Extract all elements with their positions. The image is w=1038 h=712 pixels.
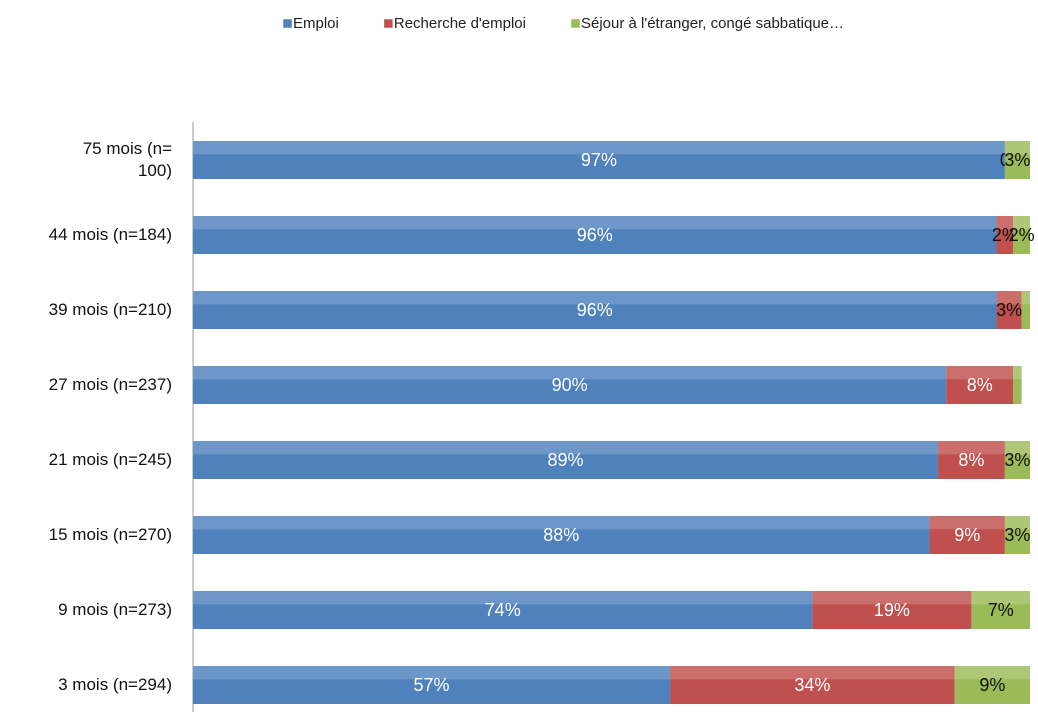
data-label: 88% <box>543 525 579 545</box>
legend-label: Séjour à l'étranger, congé sabbatique… <box>581 15 844 32</box>
bar-segment <box>193 591 813 629</box>
bar-shine <box>996 216 1014 230</box>
bar-segment <box>946 366 1014 404</box>
bar-shine <box>971 591 1030 605</box>
data-label: 8% <box>967 375 993 395</box>
bar-segment <box>971 591 1030 629</box>
data-label: 97% <box>581 150 617 170</box>
y-tick-label: 44 mois (n=184) <box>48 225 172 244</box>
bar-segment <box>1013 216 1030 254</box>
bar-segment <box>996 291 1022 329</box>
bar-shine <box>946 366 1014 380</box>
bar-shine <box>193 291 997 305</box>
y-tick-label: 9 mois (n=273) <box>58 600 172 619</box>
bar-segment <box>193 516 930 554</box>
bar-segment <box>1004 441 1030 479</box>
legend-swatch <box>383 18 394 29</box>
bar-shine <box>193 141 1005 155</box>
data-label: 2% <box>1009 225 1035 245</box>
bar-shine <box>937 441 1005 455</box>
bar-shine <box>812 591 972 605</box>
data-label: 3% <box>1004 150 1030 170</box>
bar-segment <box>1004 141 1030 179</box>
bar-shine <box>193 516 930 530</box>
bar-segment <box>996 216 1014 254</box>
bar-segment <box>1004 516 1030 554</box>
bar-segment <box>193 666 671 704</box>
data-label: 2% <box>992 225 1018 245</box>
legend-swatch <box>282 18 293 29</box>
data-label: 74% <box>485 600 521 620</box>
data-label: 3% <box>1004 450 1030 470</box>
bar-shine <box>193 666 671 680</box>
bar-segment <box>812 591 972 629</box>
bar-segment <box>670 666 955 704</box>
y-tick-label: 27 mois (n=237) <box>48 375 172 394</box>
bar-segment <box>954 666 1030 704</box>
bar-segment <box>193 291 997 329</box>
bar-shine <box>193 216 997 230</box>
bar-shine <box>996 291 1022 305</box>
bar-shine <box>1004 141 1030 155</box>
data-label: 3% <box>996 300 1022 320</box>
legend-label: Emploi <box>293 15 339 32</box>
bar-shine <box>929 516 1005 530</box>
data-label: 7% <box>988 600 1014 620</box>
data-label: 19% <box>874 600 910 620</box>
bar-segment <box>1013 366 1022 404</box>
bar-segment <box>193 441 938 479</box>
bar-segment <box>193 141 1005 179</box>
data-label: 90% <box>552 375 588 395</box>
data-label: 9% <box>979 675 1005 695</box>
bar-shine <box>1004 516 1030 530</box>
y-tick-label: 39 mois (n=210) <box>48 300 172 319</box>
bar-segment <box>929 516 1005 554</box>
data-label: 34% <box>794 675 830 695</box>
bar-shine <box>954 666 1030 680</box>
bar-segment <box>1021 291 1030 329</box>
data-label: 3% <box>1004 525 1030 545</box>
data-label: 9% <box>954 525 980 545</box>
bar-shine <box>1021 291 1030 305</box>
data-label: 96% <box>577 225 613 245</box>
bar-shine <box>193 591 813 605</box>
y-tick-label: 15 mois (n=270) <box>48 525 172 544</box>
bar-shine <box>1013 366 1022 380</box>
bar-segment <box>937 441 1005 479</box>
y-tick-label: 75 mois (n= 100) <box>82 139 172 180</box>
y-tick-label: 21 mois (n=245) <box>48 450 172 469</box>
bar-segment <box>193 366 947 404</box>
bar-shine <box>193 366 947 380</box>
bar-shine <box>1004 441 1030 455</box>
data-label: 8% <box>958 450 984 470</box>
bar-shine <box>193 441 938 455</box>
data-label: 96% <box>577 300 613 320</box>
bar-segment <box>193 216 997 254</box>
bar-shine <box>670 666 955 680</box>
data-label: 57% <box>414 675 450 695</box>
y-tick-label: 3 mois (n=294) <box>58 675 172 694</box>
legend-swatch <box>570 18 581 29</box>
data-label: 89% <box>547 450 583 470</box>
legend-label: Recherche d'emploi <box>394 15 526 32</box>
bar-shine <box>1013 216 1030 230</box>
